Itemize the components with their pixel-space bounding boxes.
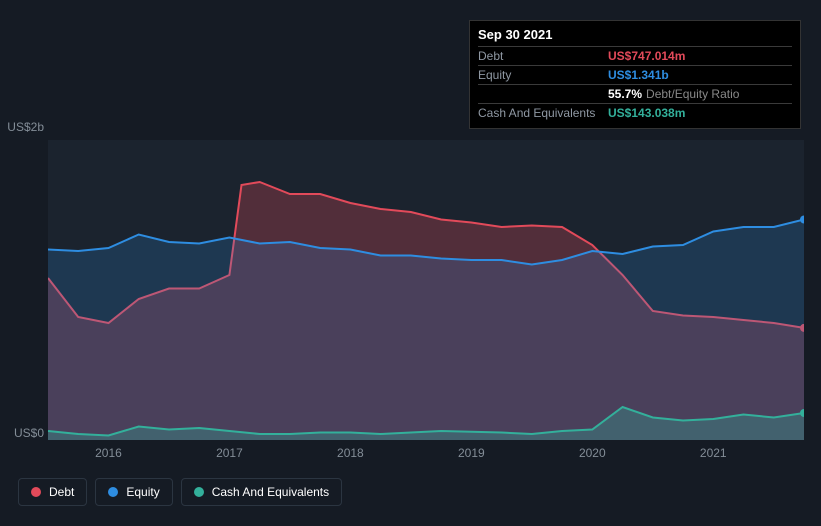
legend-item-cash-and-equivalents[interactable]: Cash And Equivalents: [181, 478, 342, 506]
tooltip-row-value: 55.7%: [608, 87, 642, 101]
x-axis-tick-label: 2016: [95, 446, 122, 460]
tooltip-row: DebtUS$747.014m: [478, 46, 792, 65]
tooltip-row-value: US$747.014m: [608, 49, 685, 63]
legend-item-debt[interactable]: Debt: [18, 478, 87, 506]
tooltip-row: EquityUS$1.341b: [478, 65, 792, 84]
tooltip-rows: DebtUS$747.014mEquityUS$1.341b55.7%Debt/…: [478, 46, 792, 122]
tooltip-row: 55.7% Debt/Equity Ratio: [478, 84, 792, 103]
legend-label: Equity: [126, 485, 159, 499]
legend-dot-icon: [194, 487, 204, 497]
x-axis-tick-label: 2018: [337, 446, 364, 460]
tooltip-date: Sep 30 2021: [478, 25, 792, 46]
tooltip-row: Cash And EquivalentsUS$143.038m: [478, 103, 792, 122]
legend: Debt Equity Cash And Equivalents: [18, 478, 342, 506]
x-axis-tick-label: 2020: [579, 446, 606, 460]
y-axis-label-top: US$2b: [4, 120, 44, 134]
tooltip-row-value: US$143.038m: [608, 106, 685, 120]
x-axis-tick-label: 2017: [216, 446, 243, 460]
tooltip-row-value: US$1.341b: [608, 68, 669, 82]
chart-tooltip: Sep 30 2021 DebtUS$747.014mEquityUS$1.34…: [469, 20, 801, 129]
legend-label: Debt: [49, 485, 74, 499]
legend-item-equity[interactable]: Equity: [95, 478, 172, 506]
legend-dot-icon: [108, 487, 118, 497]
tooltip-row-label: Debt: [478, 49, 608, 63]
x-axis-tick-label: 2021: [700, 446, 727, 460]
chart-svg: [48, 140, 804, 440]
tooltip-row-label: Equity: [478, 68, 608, 82]
plot-area[interactable]: [48, 140, 804, 440]
x-axis-tick-label: 2019: [458, 446, 485, 460]
tooltip-row-label: Cash And Equivalents: [478, 106, 608, 120]
tooltip-ratio-label: Debt/Equity Ratio: [646, 87, 739, 101]
tooltip-row-label: [478, 87, 608, 101]
legend-label: Cash And Equivalents: [212, 485, 329, 499]
x-axis-labels: 2016 2017 2018 2019 2020 2021: [48, 446, 804, 466]
y-axis-label-bottom: US$0: [4, 426, 44, 440]
legend-dot-icon: [31, 487, 41, 497]
